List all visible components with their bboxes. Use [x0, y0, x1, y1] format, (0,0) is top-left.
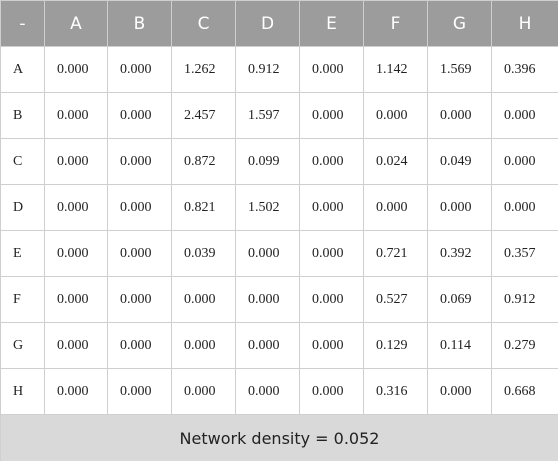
table-row: H 0.000 0.000 0.000 0.000 0.000 0.316 0.000 0.66… — [0, 368, 558, 415]
value-cell: 0.821 — [171, 184, 236, 231]
value-cell: 0.000 — [107, 276, 172, 323]
footer-cell: Network density = 0.052 — [0, 414, 558, 461]
row-label: C — [0, 138, 45, 185]
value-cell: 0.000 — [171, 368, 236, 415]
value-cell: 0.721 — [363, 230, 428, 277]
header-cell: - — [0, 0, 45, 47]
value-cell: 0.316 — [363, 368, 428, 415]
value-cell: 0.872 — [171, 138, 236, 185]
table-row: C 0.000 0.000 0.872 0.099 0.000 0.024 0.049 0.00… — [0, 138, 558, 185]
row-label: F — [0, 276, 45, 323]
header-cell: B — [107, 0, 172, 47]
table-row: D 0.000 0.000 0.821 1.502 0.000 0.000 0.000 0.00… — [0, 184, 558, 231]
value-cell: 1.262 — [171, 46, 236, 93]
value-cell: 0.000 — [299, 138, 364, 185]
value-cell: 0.069 — [427, 276, 492, 323]
value-cell: 0.000 — [235, 230, 300, 277]
value-cell: 1.502 — [235, 184, 300, 231]
row-label: G — [0, 322, 45, 369]
table-row: E 0.000 0.000 0.039 0.000 0.000 0.721 0.392 0.35… — [0, 230, 558, 277]
table-row: B 0.000 0.000 2.457 1.597 0.000 0.000 0.000 0.00… — [0, 92, 558, 139]
value-cell: 0.000 — [427, 368, 492, 415]
table-body: A 0.000 0.000 1.262 0.912 0.000 1.142 1.569 0.39… — [0, 46, 558, 461]
row-label: E — [0, 230, 45, 277]
value-cell: 0.392 — [427, 230, 492, 277]
value-cell: 0.000 — [44, 184, 108, 231]
value-cell: 0.527 — [363, 276, 428, 323]
value-cell: 0.000 — [44, 276, 108, 323]
value-cell: 0.000 — [44, 368, 108, 415]
value-cell: 0.000 — [299, 46, 364, 93]
value-cell: 0.024 — [363, 138, 428, 185]
value-cell: 0.000 — [491, 138, 558, 185]
value-cell: 0.000 — [235, 276, 300, 323]
value-cell: 0.000 — [107, 230, 172, 277]
value-cell: 0.000 — [107, 92, 172, 139]
header-cell: D — [235, 0, 300, 47]
value-cell: 0.000 — [107, 184, 172, 231]
header-cell: C — [171, 0, 236, 47]
value-cell: 0.000 — [107, 138, 172, 185]
header-cell: G — [427, 0, 492, 47]
row-label: D — [0, 184, 45, 231]
value-cell: 0.000 — [44, 230, 108, 277]
row-label: B — [0, 92, 45, 139]
value-cell: 0.000 — [44, 92, 108, 139]
value-cell: 0.000 — [235, 322, 300, 369]
value-cell: 0.129 — [363, 322, 428, 369]
value-cell: 0.000 — [107, 322, 172, 369]
value-cell: 0.000 — [44, 322, 108, 369]
header-cell: A — [44, 0, 108, 47]
row-label: A — [0, 46, 45, 93]
value-cell: 0.049 — [427, 138, 492, 185]
value-cell: 0.396 — [491, 46, 558, 93]
value-cell: 0.000 — [427, 184, 492, 231]
table-row: A 0.000 0.000 1.262 0.912 0.000 1.142 1.569 0.39… — [0, 46, 558, 93]
value-cell: 0.099 — [235, 138, 300, 185]
table-row: F 0.000 0.000 0.000 0.000 0.000 0.527 0.069 0.91… — [0, 276, 558, 323]
value-cell: 0.000 — [299, 230, 364, 277]
value-cell: 0.912 — [491, 276, 558, 323]
value-cell: 0.000 — [299, 322, 364, 369]
value-cell: 0.000 — [491, 184, 558, 231]
value-cell: 0.000 — [299, 368, 364, 415]
value-cell: 2.457 — [171, 92, 236, 139]
value-cell: 0.912 — [235, 46, 300, 93]
value-cell: 0.000 — [107, 46, 172, 93]
header-cell: E — [299, 0, 364, 47]
value-cell: 0.668 — [491, 368, 558, 415]
header-cell: F — [363, 0, 428, 47]
value-cell: 0.000 — [171, 322, 236, 369]
value-cell: 0.000 — [171, 276, 236, 323]
value-cell: 0.000 — [491, 92, 558, 139]
footer-row: Network density = 0.052 — [0, 414, 558, 461]
value-cell: 0.357 — [491, 230, 558, 277]
value-cell: 0.000 — [107, 368, 172, 415]
value-cell: 0.000 — [363, 92, 428, 139]
value-cell: 0.000 — [235, 368, 300, 415]
value-cell: 0.279 — [491, 322, 558, 369]
value-cell: 0.000 — [363, 184, 428, 231]
value-cell: 1.597 — [235, 92, 300, 139]
header-cell: H — [491, 0, 558, 47]
value-cell: 0.000 — [427, 92, 492, 139]
value-cell: 0.000 — [299, 276, 364, 323]
value-cell: 1.569 — [427, 46, 492, 93]
table-row: G 0.000 0.000 0.000 0.000 0.000 0.129 0.114 0.27… — [0, 322, 558, 369]
value-cell: 0.000 — [299, 92, 364, 139]
row-label: H — [0, 368, 45, 415]
value-cell: 0.000 — [299, 184, 364, 231]
value-cell: 0.000 — [44, 46, 108, 93]
value-cell: 1.142 — [363, 46, 428, 93]
value-cell: 0.000 — [44, 138, 108, 185]
value-cell: 0.039 — [171, 230, 236, 277]
value-cell: 0.114 — [427, 322, 492, 369]
